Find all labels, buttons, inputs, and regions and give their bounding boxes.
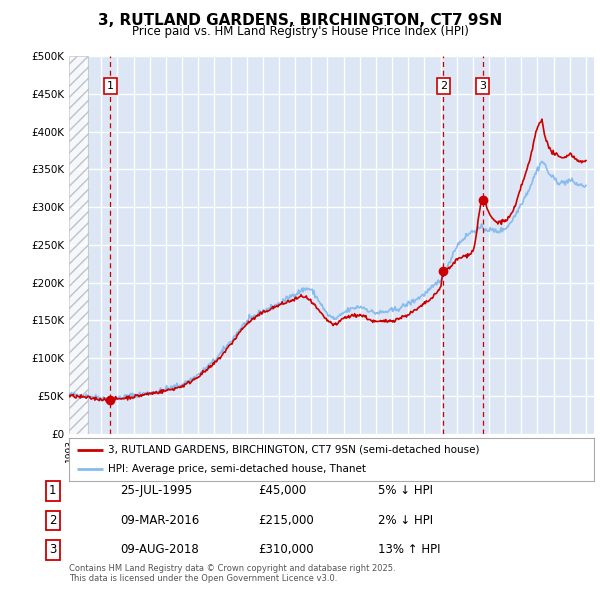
- Text: 25-JUL-1995: 25-JUL-1995: [120, 484, 192, 497]
- Text: 13% ↑ HPI: 13% ↑ HPI: [378, 543, 440, 556]
- Text: 09-MAR-2016: 09-MAR-2016: [120, 514, 199, 527]
- Text: 2: 2: [49, 514, 56, 527]
- Text: £45,000: £45,000: [258, 484, 306, 497]
- Text: £215,000: £215,000: [258, 514, 314, 527]
- Bar: [69, 56, 88, 434]
- Text: 1: 1: [107, 81, 114, 91]
- Text: 1: 1: [49, 484, 56, 497]
- Text: 3, RUTLAND GARDENS, BIRCHINGTON, CT7 9SN (semi-detached house): 3, RUTLAND GARDENS, BIRCHINGTON, CT7 9SN…: [109, 445, 480, 455]
- Text: 3: 3: [479, 81, 486, 91]
- Text: Contains HM Land Registry data © Crown copyright and database right 2025.
This d: Contains HM Land Registry data © Crown c…: [69, 563, 395, 583]
- Text: HPI: Average price, semi-detached house, Thanet: HPI: Average price, semi-detached house,…: [109, 464, 367, 474]
- Text: £310,000: £310,000: [258, 543, 314, 556]
- Text: 5% ↓ HPI: 5% ↓ HPI: [378, 484, 433, 497]
- Text: 2: 2: [440, 81, 447, 91]
- Text: Price paid vs. HM Land Registry's House Price Index (HPI): Price paid vs. HM Land Registry's House …: [131, 25, 469, 38]
- Text: 09-AUG-2018: 09-AUG-2018: [120, 543, 199, 556]
- Text: 3: 3: [49, 543, 56, 556]
- Text: 3, RUTLAND GARDENS, BIRCHINGTON, CT7 9SN: 3, RUTLAND GARDENS, BIRCHINGTON, CT7 9SN: [98, 13, 502, 28]
- Text: 2% ↓ HPI: 2% ↓ HPI: [378, 514, 433, 527]
